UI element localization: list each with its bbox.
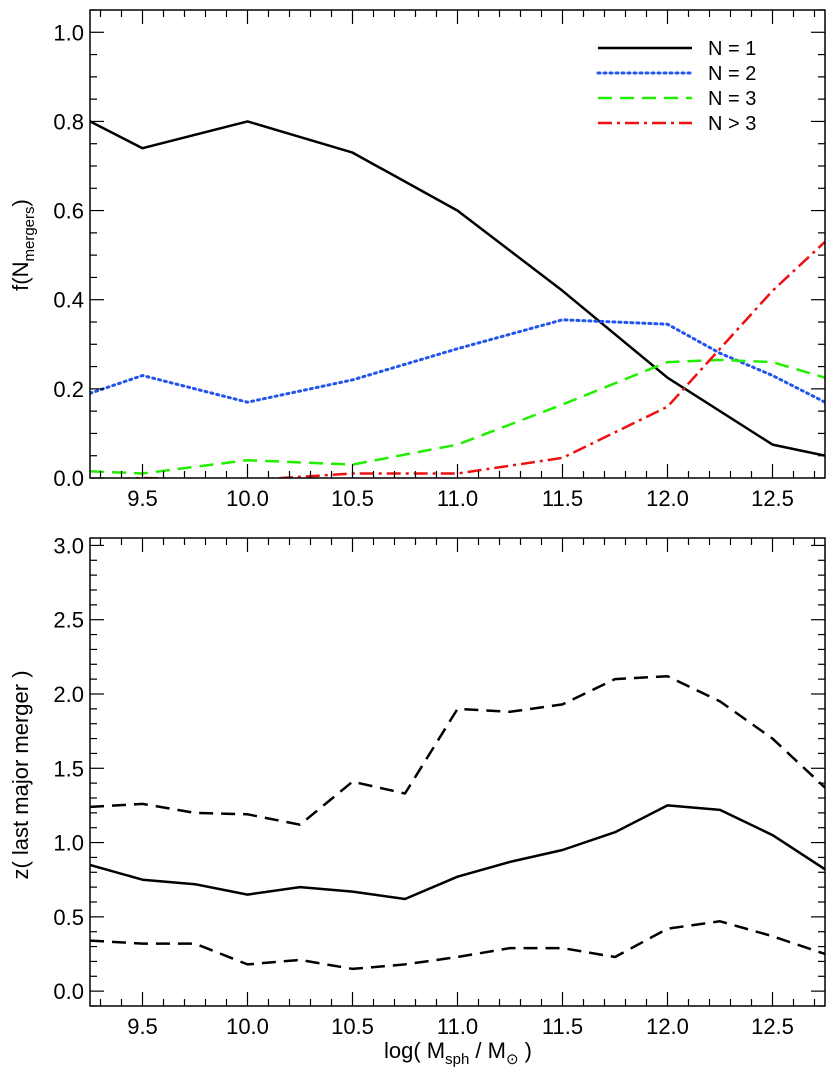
- x-tick-label: 12.0: [646, 486, 689, 511]
- series-line-1-1: [90, 804, 825, 901]
- legend-label: N > 3: [708, 113, 756, 135]
- series-line-1-2: [90, 920, 825, 971]
- y-tick-label: 0.2: [53, 377, 84, 402]
- x-tick-label: 10.0: [226, 1014, 269, 1039]
- ticks-layer-bottom: 9.5 10.0 10.5 11.0 11.5 12.0 12.5 0.0 0.5 1.0 1.5 2…: [53, 533, 825, 1039]
- y-tick-label: 1.0: [53, 20, 84, 45]
- x-tick-label: 11.5: [542, 486, 583, 511]
- legend-label: N = 3: [708, 88, 756, 110]
- x-tick-label: 9.5: [127, 486, 158, 511]
- legend-label: N = 1: [708, 38, 756, 60]
- y-tick-label: 0.6: [53, 199, 84, 224]
- x-tick-label: 10.0: [226, 486, 269, 511]
- plot-frame-top: [89, 9, 826, 479]
- y-tick-label: 0.4: [53, 288, 84, 313]
- y-tick-label: 1.0: [53, 831, 84, 856]
- y-tick-label: 1.5: [53, 756, 84, 781]
- ticks-layer-top: 9.5 10.0 10.5 11.0 11.5 12.0 12.5 0.0 0.2 0.4 0.6 0…: [53, 9, 825, 511]
- series-line-0-3: [112, 240, 825, 478]
- plot-frame-bottom: [89, 537, 826, 1007]
- series-layer-bottom: [90, 674, 825, 971]
- x-tick-label: 11.0: [437, 1014, 478, 1039]
- series-layer-top: [90, 120, 825, 478]
- legend: N = 1 N = 2 N = 3 N > 3: [596, 38, 756, 135]
- x-tick-label: 10.5: [331, 1014, 374, 1039]
- legend-label: N = 2: [708, 63, 756, 85]
- y-tick-label: 2.5: [53, 608, 84, 633]
- y-tick-label: 3.0: [53, 533, 84, 558]
- x-axis-label: log( Msph / M⊙ ): [384, 1038, 532, 1068]
- x-tick-label: 12.0: [646, 1014, 689, 1039]
- y-tick-label: 0.0: [53, 979, 84, 1004]
- series-line-1-0: [90, 674, 825, 826]
- x-tick-label: 11.5: [542, 1014, 583, 1039]
- y-tick-label: 0.8: [53, 109, 84, 134]
- y-axis-label-top: f(Nmergers): [8, 199, 38, 291]
- x-tick-label: 9.5: [127, 1014, 158, 1039]
- y-tick-label: 0.0: [53, 466, 84, 491]
- x-tick-label: 12.5: [751, 486, 794, 511]
- x-tick-label: 12.5: [751, 1014, 794, 1039]
- panel-merger-fraction: 9.5 10.0 10.5 11.0 11.5 12.0 12.5 0.0 0.2 0.4 0.6 0…: [8, 9, 826, 511]
- y-tick-label: 0.5: [53, 905, 84, 930]
- y-tick-label: 2.0: [53, 682, 84, 707]
- x-tick-label: 10.5: [331, 486, 374, 511]
- series-line-0-0: [90, 120, 825, 457]
- x-tick-label: 11.0: [437, 486, 478, 511]
- series-line-0-1: [90, 318, 825, 404]
- y-axis-label-bottom: z( last major merger ): [8, 670, 33, 879]
- series-line-0-2: [90, 358, 825, 475]
- panel-last-major-merger: 9.5 10.0 10.5 11.0 11.5 12.0 12.5 0.0 0.5 1.0 1.5 2…: [8, 533, 826, 1068]
